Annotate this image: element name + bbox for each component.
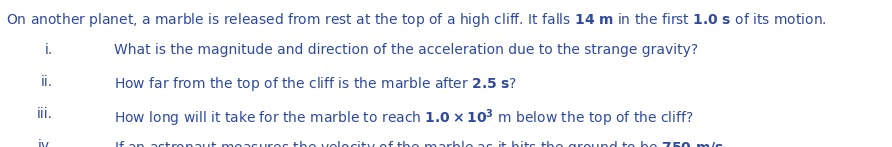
Text: ii.: ii. xyxy=(41,75,53,89)
Text: iii.: iii. xyxy=(37,107,53,121)
Text: i.: i. xyxy=(45,43,53,57)
Text: On another planet, a marble is released from rest at the top of a high cliff. It: On another planet, a marble is released … xyxy=(5,11,826,29)
Text: iv.: iv. xyxy=(37,139,53,147)
Text: What is the magnitude and direction of the acceleration due to the strange gravi: What is the magnitude and direction of t… xyxy=(114,43,698,57)
Text: How long will it take for the marble to reach $\mathbf{1.0 \times 10^3}$ m below: How long will it take for the marble to … xyxy=(114,107,693,128)
Text: If an astronaut measures the velocity of the marble as it hits the ground to be : If an astronaut measures the velocity of… xyxy=(114,139,728,147)
Text: How far from the top of the cliff is the marble after $\mathbf{2.5\ s}$?: How far from the top of the cliff is the… xyxy=(114,75,517,93)
